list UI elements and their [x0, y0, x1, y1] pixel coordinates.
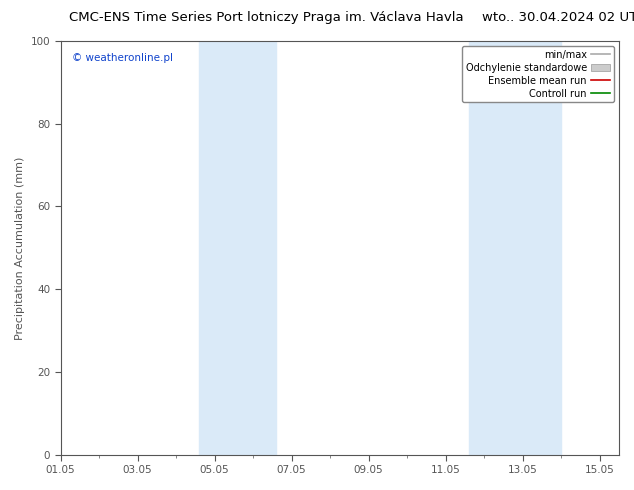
- Bar: [199, 41, 276, 455]
- Legend: min/max, Odchylenie standardowe, Ensemble mean run, Controll run: min/max, Odchylenie standardowe, Ensembl…: [462, 46, 614, 102]
- Text: © weatheronline.pl: © weatheronline.pl: [72, 53, 173, 64]
- Text: CMC-ENS Time Series Port lotniczy Praga im. Václava Havla: CMC-ENS Time Series Port lotniczy Praga …: [69, 11, 463, 24]
- Bar: [469, 41, 561, 455]
- Text: wto.. 30.04.2024 02 UTC: wto.. 30.04.2024 02 UTC: [482, 11, 634, 24]
- Y-axis label: Precipitation Accumulation (mm): Precipitation Accumulation (mm): [15, 156, 25, 340]
